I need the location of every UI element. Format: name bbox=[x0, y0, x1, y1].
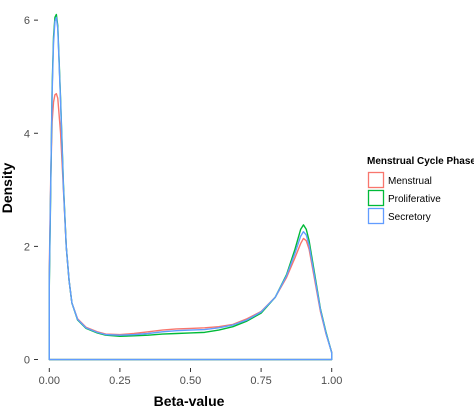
y-tick-label: 0 bbox=[24, 355, 30, 367]
y-tick-label: 2 bbox=[24, 241, 30, 253]
axes: 0.00 0.25 0.50 0.75 1.00 0 2 4 6 bbox=[24, 15, 343, 387]
y-tick-label: 4 bbox=[24, 128, 30, 140]
legend-label-secretory: Secretory bbox=[388, 212, 431, 223]
density-curve-proliferative bbox=[48, 13, 333, 361]
x-tick-label: 0.00 bbox=[39, 375, 60, 387]
y-axis-title: Density bbox=[0, 163, 15, 214]
legend-title: Menstrual Cycle Phase bbox=[367, 156, 474, 167]
legend-label-proliferative: Proliferative bbox=[388, 194, 441, 205]
x-tick-label: 0.75 bbox=[250, 375, 271, 387]
x-tick-label: 0.25 bbox=[109, 375, 130, 387]
legend-key-proliferative bbox=[367, 189, 385, 207]
plot-area bbox=[48, 13, 333, 361]
x-axis-title: Beta-value bbox=[154, 393, 225, 408]
x-tick-label: 1.00 bbox=[321, 375, 342, 387]
legend-key-secretory bbox=[367, 207, 385, 225]
x-tick-label: 0.50 bbox=[180, 375, 201, 387]
density-curve-menstrual bbox=[48, 92, 333, 361]
legend-label-menstrual: Menstrual bbox=[388, 176, 432, 187]
legend-key-menstrual bbox=[367, 171, 385, 189]
y-tick-label: 6 bbox=[24, 15, 30, 27]
density-curve-secretory bbox=[48, 16, 333, 361]
legend: Menstrual Cycle Phase Menstrual Prolifera… bbox=[367, 156, 474, 225]
